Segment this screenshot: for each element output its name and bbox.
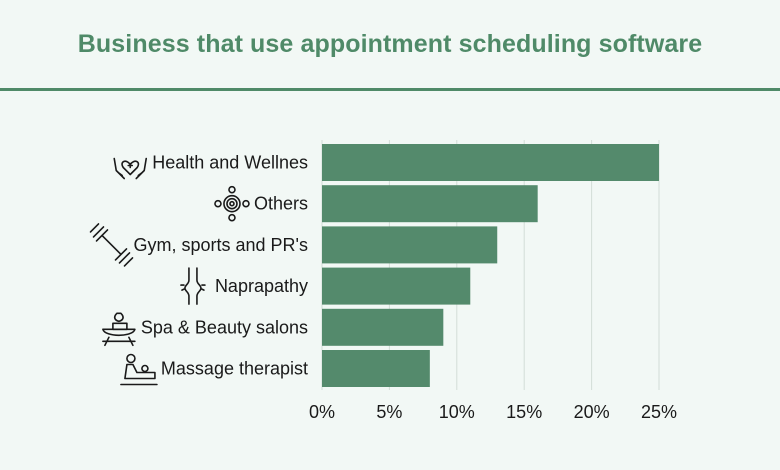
- category-label: Gym, sports and PR's: [134, 235, 309, 255]
- category-label: Others: [254, 194, 308, 214]
- x-tick-label: 25%: [641, 402, 677, 422]
- x-tick-label: 5%: [376, 402, 402, 422]
- category-label: Spa & Beauty salons: [141, 317, 308, 337]
- target-circles-icon: [214, 185, 250, 222]
- knee-joint-icon: [180, 267, 206, 305]
- grid-lines: [321, 140, 660, 390]
- bar-massage-therapist: [322, 350, 430, 387]
- bar-others: [322, 185, 538, 223]
- x-tick-label: 15%: [506, 402, 542, 422]
- category-label: Massage therapist: [161, 359, 308, 379]
- x-tick-label: 20%: [574, 402, 610, 422]
- spa-bowl-icon: [102, 312, 136, 347]
- category-label: Health and Wellnes: [152, 153, 308, 173]
- dumbbell-icon: [89, 223, 134, 267]
- massage-icon: [120, 353, 158, 386]
- bar-gym-sports-and-pr-s: [322, 226, 498, 264]
- bar-naprapathy: [322, 267, 471, 305]
- x-tick-label: 10%: [439, 402, 475, 422]
- bar-health-and-wellnes: [322, 144, 659, 181]
- x-tick-label: 0%: [309, 402, 335, 422]
- chart-title: Business that use appointment scheduling…: [77, 30, 703, 58]
- category-labels: Health and Wellnes Others Gym, sports and …: [134, 153, 309, 379]
- title-divider: [0, 88, 780, 91]
- heart-hands-icon: [113, 157, 148, 180]
- category-icons: [89, 157, 250, 386]
- category-label: Naprapathy: [215, 276, 308, 296]
- bar-spa-beauty-salons: [322, 308, 444, 346]
- x-axis-ticks: 0% 5% 10% 15% 20% 25%: [309, 402, 677, 422]
- bars: [322, 144, 659, 387]
